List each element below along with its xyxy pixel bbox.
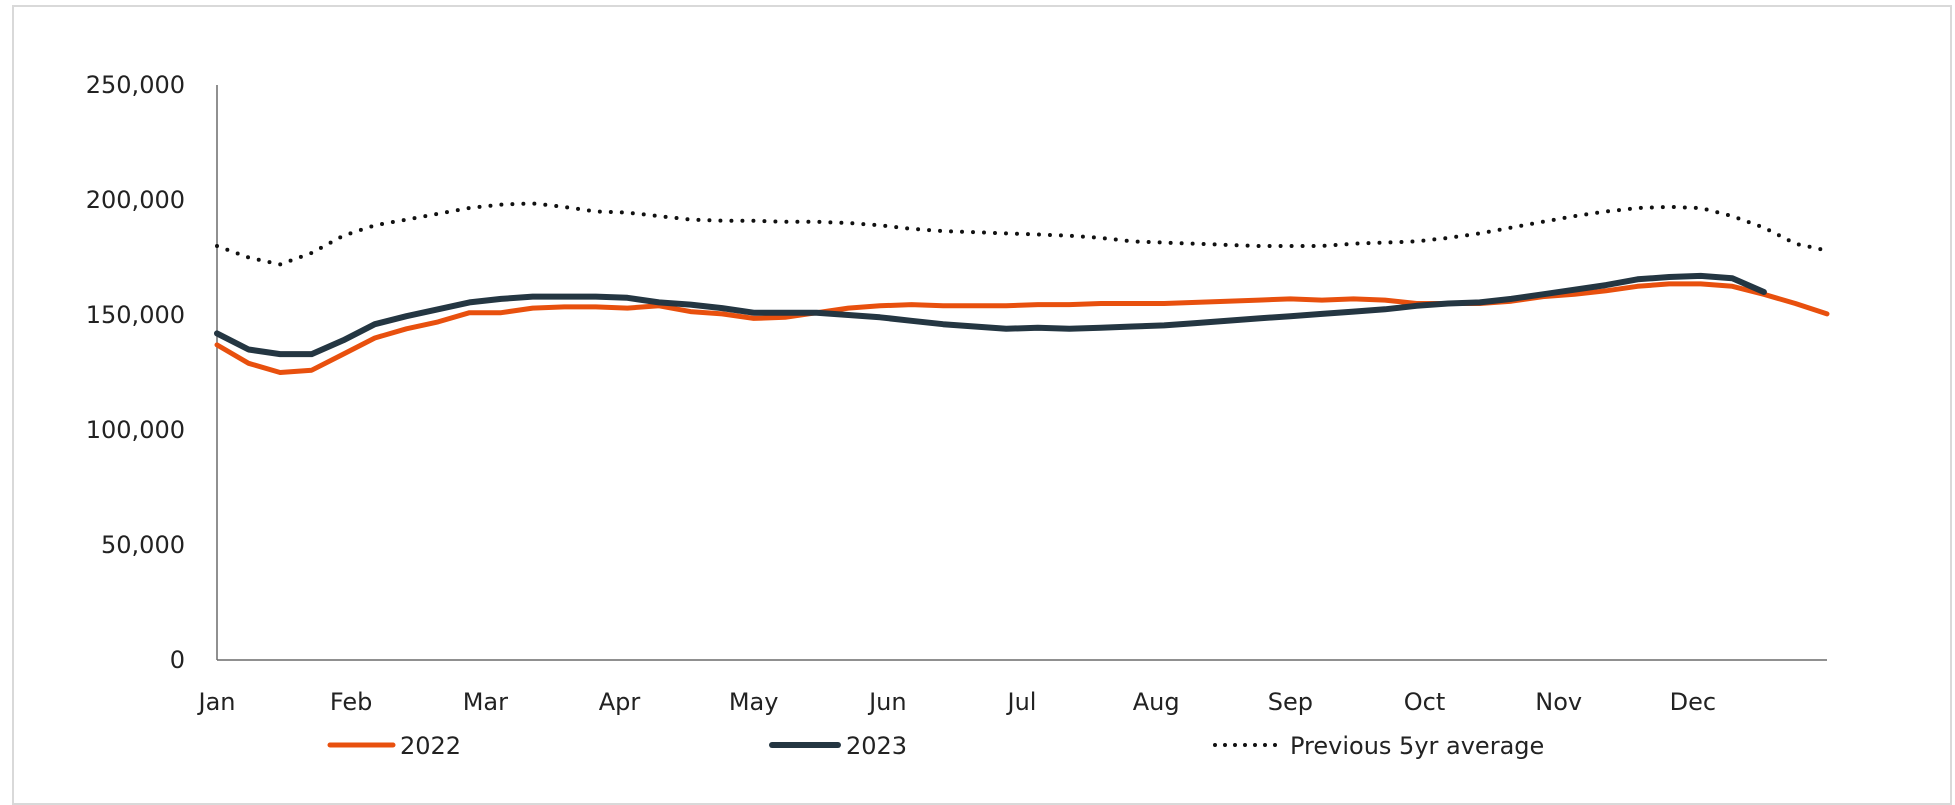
x-tick-label: Nov [1535, 688, 1582, 716]
series-line-2022 [214, 281, 1830, 375]
legend: 2022 2023 Previous 5yr average [327, 732, 1544, 760]
x-tick-label: Feb [330, 688, 373, 716]
series-line-previous-5yr-average [215, 201, 1829, 267]
x-tick-label: Dec [1670, 688, 1716, 716]
x-tick-label: Jun [867, 688, 907, 716]
x-tick-label: Jul [1006, 688, 1037, 716]
chart-frame [12, 5, 1952, 805]
legend-label: 2022 [400, 732, 461, 760]
x-tick-label: Jan [197, 688, 236, 716]
y-tick-label: 100,000 [86, 416, 185, 444]
y-tick-label: 250,000 [86, 71, 185, 99]
x-tick-label: Aug [1133, 688, 1180, 716]
y-axis: 0 50,000 100,000 150,000 200,000 250,000 [86, 71, 218, 674]
y-tick-label: 50,000 [101, 531, 185, 559]
x-axis: Jan Feb Mar Apr May Jun Jul Aug Sep Oct Nov Dec [197, 659, 1827, 716]
x-tick-label: Sep [1268, 688, 1313, 716]
y-tick-label: 150,000 [86, 301, 185, 329]
x-tick-label: Apr [599, 688, 641, 716]
x-tick-label: Oct [1404, 688, 1446, 716]
legend-label: 2023 [846, 732, 907, 760]
y-tick-label: 0 [170, 646, 185, 674]
legend-label: Previous 5yr average [1290, 732, 1544, 760]
series-line-2023 [214, 272, 1767, 358]
y-tick-label: 200,000 [86, 186, 185, 214]
x-tick-label: May [729, 688, 779, 716]
x-tick-label: Mar [463, 688, 508, 716]
series-layer [214, 201, 1830, 375]
